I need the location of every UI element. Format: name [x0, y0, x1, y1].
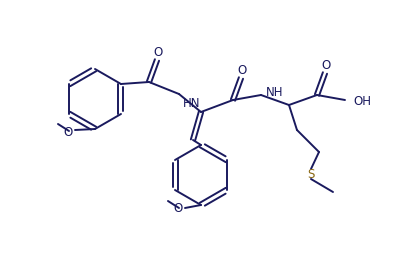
- Text: O: O: [153, 46, 163, 59]
- Text: O: O: [321, 59, 331, 71]
- Text: NH: NH: [266, 85, 283, 98]
- Text: O: O: [64, 126, 73, 139]
- Text: OH: OH: [353, 95, 371, 107]
- Text: O: O: [174, 203, 183, 215]
- Text: O: O: [237, 63, 247, 76]
- Text: HN: HN: [183, 97, 200, 110]
- Text: S: S: [307, 168, 315, 181]
